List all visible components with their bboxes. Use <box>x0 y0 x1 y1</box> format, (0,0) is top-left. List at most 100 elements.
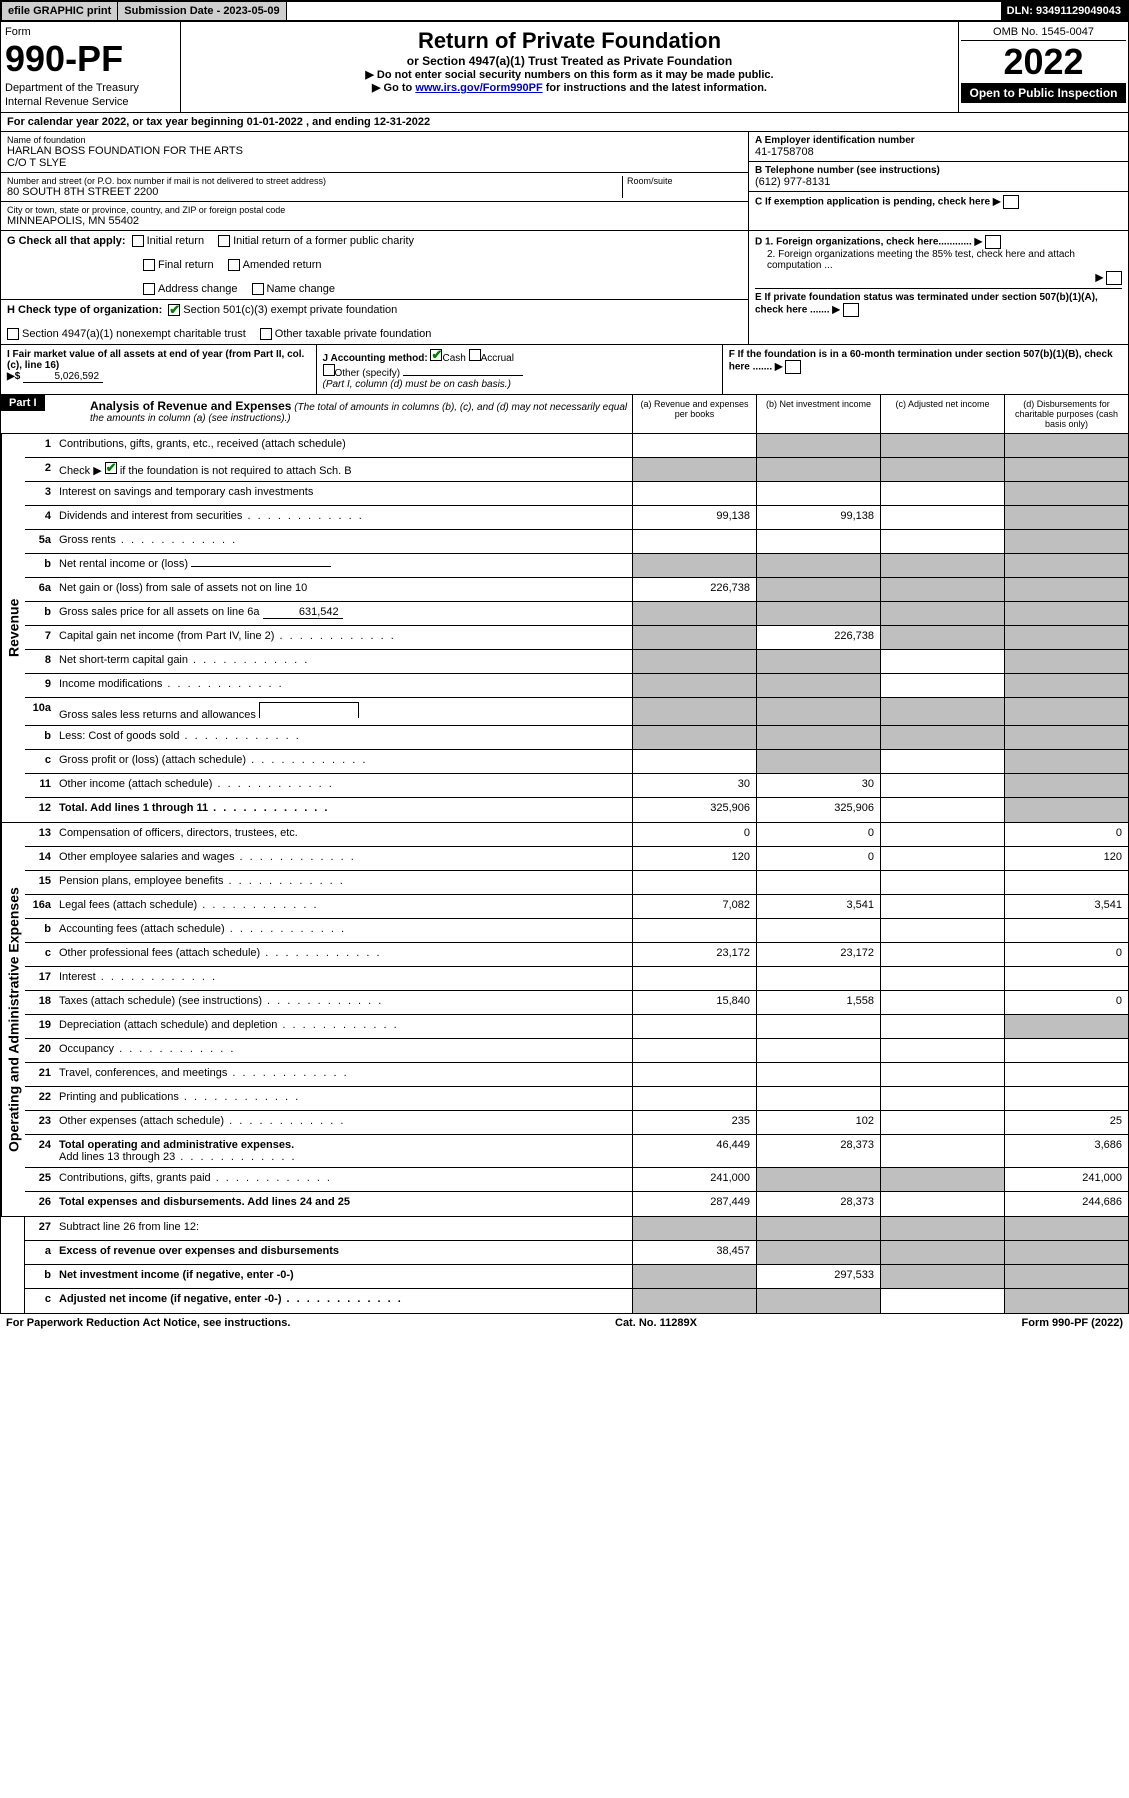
ein-value: 41-1758708 <box>755 146 1122 158</box>
addr-label: Number and street (or P.O. box number if… <box>7 176 622 186</box>
d1-label: D 1. Foreign organizations, check here..… <box>755 235 1122 249</box>
part1-header: Part I Analysis of Revenue and Expenses … <box>0 395 1129 434</box>
line-16c: Other professional fees (attach schedule… <box>57 943 632 966</box>
dept-treasury: Department of the Treasury <box>5 82 176 94</box>
line-1: Contributions, gifts, grants, etc., rece… <box>57 434 632 457</box>
line-27a: Excess of revenue over expenses and disb… <box>57 1241 632 1264</box>
cb-schb[interactable] <box>105 462 117 474</box>
f-checkbox[interactable] <box>785 360 801 374</box>
line-7: Capital gain net income (from Part IV, l… <box>57 626 632 649</box>
cb-name[interactable] <box>252 283 264 295</box>
fmv-value: 5,026,592 <box>23 371 103 383</box>
top-bar: efile GRAPHIC print Submission Date - 20… <box>0 0 1129 22</box>
line-10c: Gross profit or (loss) (attach schedule) <box>57 750 632 773</box>
cb-501c3[interactable] <box>168 304 180 316</box>
cb-address[interactable] <box>143 283 155 295</box>
omb-number: OMB No. 1545-0047 <box>961 24 1126 41</box>
form-header: Form 990-PF Department of the Treasury I… <box>0 22 1129 113</box>
pra-notice: For Paperwork Reduction Act Notice, see … <box>6 1317 290 1329</box>
line-10a: Gross sales less returns and allowances <box>57 698 632 725</box>
line-11: Other income (attach schedule) <box>57 774 632 797</box>
col-b-head: (b) Net investment income <box>756 395 880 433</box>
line-16a: Legal fees (attach schedule) <box>57 895 632 918</box>
c-checkbox[interactable] <box>1003 195 1019 209</box>
city-label: City or town, state or province, country… <box>7 205 742 215</box>
form-ref: Form 990-PF (2022) <box>1022 1317 1123 1329</box>
line-27b: Net investment income (if negative, ente… <box>57 1265 632 1288</box>
line-9: Income modifications <box>57 674 632 697</box>
line-13: Compensation of officers, directors, tru… <box>57 823 632 846</box>
col-a-head: (a) Revenue and expenses per books <box>632 395 756 433</box>
form-subtitle: or Section 4947(a)(1) Trust Treated as P… <box>187 54 952 68</box>
line-6a: Net gain or (loss) from sale of assets n… <box>57 578 632 601</box>
line-23: Other expenses (attach schedule) <box>57 1111 632 1134</box>
line-22: Printing and publications <box>57 1087 632 1110</box>
cb-other-method[interactable] <box>323 364 335 376</box>
line-12: Total. Add lines 1 through 11 <box>57 798 632 822</box>
cb-initial-former[interactable] <box>218 235 230 247</box>
cb-other-taxable[interactable] <box>260 328 272 340</box>
form-link[interactable]: www.irs.gov/Form990PF <box>415 82 542 94</box>
line-25: Contributions, gifts, grants paid <box>57 1168 632 1191</box>
e-label: E If private foundation status was termi… <box>755 292 1098 316</box>
cb-final[interactable] <box>143 259 155 271</box>
e-checkbox[interactable] <box>843 303 859 317</box>
line-27c: Adjusted net income (if negative, enter … <box>57 1289 632 1313</box>
cb-cash[interactable] <box>430 349 442 361</box>
d2-checkbox[interactable] <box>1106 271 1122 285</box>
tel-value: (612) 977-8131 <box>755 176 1122 188</box>
h-row: H Check type of organization: Section 50… <box>1 300 748 344</box>
line-19: Depreciation (attach schedule) and deple… <box>57 1015 632 1038</box>
revenue-side-label: Revenue <box>1 434 25 822</box>
cb-accrual[interactable] <box>469 349 481 361</box>
g-label: G Check all that apply: <box>7 235 126 247</box>
page-footer: For Paperwork Reduction Act Notice, see … <box>0 1314 1129 1332</box>
line-3: Interest on savings and temporary cash i… <box>57 482 632 505</box>
street-address: 80 SOUTH 8TH STREET 2200 <box>7 186 622 198</box>
line-16b: Accounting fees (attach schedule) <box>57 919 632 942</box>
part1-title: Analysis of Revenue and Expenses <box>90 399 291 413</box>
line27-section: 27Subtract line 26 from line 12: aExcess… <box>0 1217 1129 1314</box>
room-label: Room/suite <box>627 176 742 186</box>
c-label: C If exemption application is pending, c… <box>755 197 990 208</box>
open-public-badge: Open to Public Inspection <box>961 83 1126 103</box>
care-of: C/O T SLYE <box>7 157 742 169</box>
line-18: Taxes (attach schedule) (see instruction… <box>57 991 632 1014</box>
efile-label[interactable]: efile GRAPHIC print <box>2 2 118 20</box>
tel-label: B Telephone number (see instructions) <box>755 165 1122 176</box>
cb-4947[interactable] <box>7 328 19 340</box>
ein-label: A Employer identification number <box>755 135 1122 146</box>
d1-checkbox[interactable] <box>985 235 1001 249</box>
cb-amended[interactable] <box>228 259 240 271</box>
g-row: G Check all that apply: Initial return I… <box>1 231 748 300</box>
line-15: Pension plans, employee benefits <box>57 871 632 894</box>
expenses-side-label: Operating and Administrative Expenses <box>1 823 25 1216</box>
part1-badge: Part I <box>1 395 45 411</box>
line-10b: Less: Cost of goods sold <box>57 726 632 749</box>
h-label: H Check type of organization: <box>7 304 162 316</box>
line-6b: Gross sales price for all assets on line… <box>57 602 632 625</box>
line-5b: Net rental income or (loss) <box>57 554 632 577</box>
submission-date: Submission Date - 2023-05-09 <box>118 2 286 20</box>
i-label: I Fair market value of all assets at end… <box>7 349 304 371</box>
instr-link-row: ▶ Go to www.irs.gov/Form990PF for instru… <box>187 81 952 94</box>
revenue-section: Revenue 1Contributions, gifts, grants, e… <box>0 434 1129 823</box>
line-27: Subtract line 26 from line 12: <box>57 1217 632 1240</box>
entity-info: Name of foundation HARLAN BOSS FOUNDATIO… <box>0 132 1129 231</box>
cat-no: Cat. No. 11289X <box>615 1317 697 1329</box>
line-20: Occupancy <box>57 1039 632 1062</box>
line-17: Interest <box>57 967 632 990</box>
dln: DLN: 93491129049043 <box>1001 2 1127 20</box>
j-label: J Accounting method: <box>323 353 428 364</box>
name-label: Name of foundation <box>7 135 742 145</box>
expenses-section: Operating and Administrative Expenses 13… <box>0 823 1129 1217</box>
line-21: Travel, conferences, and meetings <box>57 1063 632 1086</box>
line-2: Check ▶ if the foundation is not require… <box>57 458 632 481</box>
cb-initial[interactable] <box>132 235 144 247</box>
ijf-row: I Fair market value of all assets at end… <box>0 345 1129 395</box>
d2-label: 2. Foreign organizations meeting the 85%… <box>755 249 1122 271</box>
j-note: (Part I, column (d) must be on cash basi… <box>323 379 511 390</box>
irs-label: Internal Revenue Service <box>5 96 176 108</box>
foundation-name: HARLAN BOSS FOUNDATION FOR THE ARTS <box>7 145 742 157</box>
line-24: Total operating and administrative expen… <box>57 1135 632 1167</box>
